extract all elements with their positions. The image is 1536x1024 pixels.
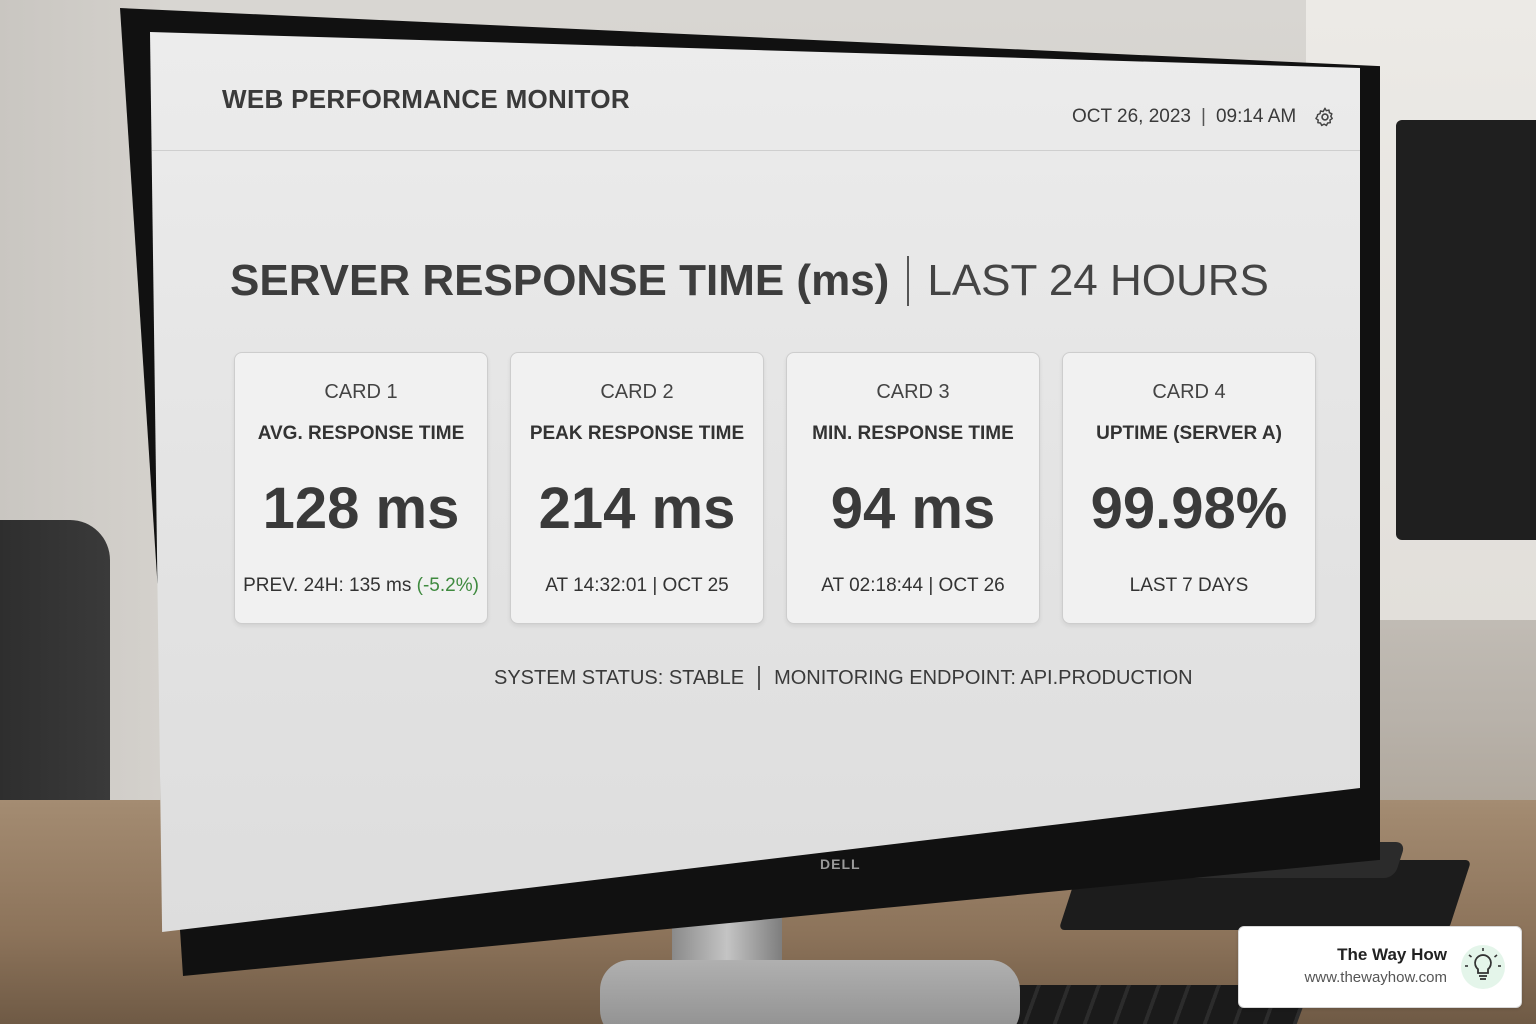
header-datetime: OCT 26, 2023 | 09:14 AM [1072,106,1336,128]
metric-cards: CARD 1 AVG. RESPONSE TIME 128 ms PREV. 2… [234,352,1316,624]
card-label: AVG. RESPONSE TIME [257,423,465,444]
card-number: CARD 4 [1152,381,1226,403]
gear-icon[interactable] [1314,106,1336,128]
monitor-stand-base [600,960,1020,1024]
panel-title-divider [907,256,910,306]
panel-range: LAST 24 HOURS [927,256,1269,305]
header-time: 09:14 AM [1215,106,1297,127]
panel-title: SERVER RESPONSE TIME (ms) LAST 24 HOURS [230,256,1269,306]
card-prev-value: PREV. 24H: 135 ms [243,575,412,596]
status-divider [758,666,761,690]
card-avg-response[interactable]: CARD 1 AVG. RESPONSE TIME 128 ms PREV. 2… [234,352,488,624]
watermark-brand: The Way How [1337,945,1447,964]
card-value: 94 ms [830,476,996,541]
header-divider [150,150,1360,151]
watermark-badge: The Way How www.thewayhow.com [1238,926,1522,1008]
card-number: CARD 1 [324,381,398,403]
card-min-response[interactable]: CARD 3 MIN. RESPONSE TIME 94 ms AT 02:18… [786,352,1040,624]
card-number: CARD 2 [600,381,674,403]
card-value: 99.98% [1090,476,1288,541]
card-footnote: AT 02:18:44 | OCT 26 [821,575,1005,596]
card-label: MIN. RESPONSE TIME [812,423,1014,444]
watermark-url: www.thewayhow.com [1304,969,1447,986]
card-uptime[interactable]: CARD 4 UPTIME (SERVER A) 99.98% LAST 7 D… [1062,352,1316,624]
dashboard-screen: WEB PERFORMANCE MONITOR OCT 26, 2023 | 0… [150,32,1360,932]
monitor-logo: DELL [820,856,861,872]
lightbulb-icon [1461,945,1505,989]
panel-title-main: SERVER RESPONSE TIME (ms) [230,256,890,305]
background-monitor [1396,120,1536,540]
monitoring-endpoint: MONITORING ENDPOINT: API.PRODUCTION [774,666,1193,689]
card-footnote: LAST 7 DAYS [1129,575,1249,596]
card-label: PEAK RESPONSE TIME [529,423,745,444]
system-status: SYSTEM STATUS: STABLE [494,666,745,689]
card-footnote: AT 14:32:01 | OCT 25 [545,575,729,596]
header-date: OCT 26, 2023 [1072,106,1192,127]
card-footnote: PREV. 24H: 135 ms (-5.2%) [235,575,487,597]
card-label: UPTIME (SERVER A) [1096,423,1282,444]
header-separator: | [1201,106,1206,127]
card-number: CARD 3 [876,381,950,403]
status-bar: SYSTEM STATUS: STABLE MONITORING ENDPOIN… [494,666,1193,690]
app-title: WEB PERFORMANCE MONITOR [222,84,630,114]
card-value: 128 ms [262,476,460,541]
card-delta: (-5.2%) [416,575,479,596]
card-peak-response[interactable]: CARD 2 PEAK RESPONSE TIME 214 ms AT 14:3… [510,352,764,624]
card-value: 214 ms [538,476,736,541]
